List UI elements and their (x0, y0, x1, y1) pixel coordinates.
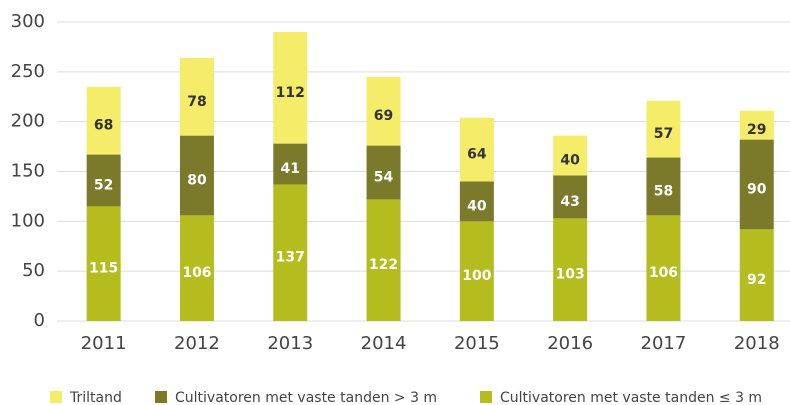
y-tick-label: 100 (11, 210, 45, 231)
value-label: 54 (374, 169, 394, 185)
value-label: 57 (654, 126, 673, 142)
bar-segment (366, 145, 401, 200)
y-tick-label: 150 (11, 161, 45, 182)
bar-segment (739, 139, 774, 230)
value-label: 69 (374, 108, 393, 124)
value-label: 40 (467, 198, 487, 214)
value-label: 100 (462, 268, 491, 284)
bar-segment (86, 206, 121, 321)
value-label: 92 (747, 272, 766, 288)
bar-segment (179, 57, 214, 136)
bar-segment (646, 215, 681, 321)
legend-swatch (155, 391, 167, 403)
value-label: 122 (369, 257, 398, 273)
value-label: 90 (747, 181, 767, 197)
bar-segment (646, 157, 681, 216)
legend-swatch (50, 391, 62, 403)
x-tick-label: 2014 (361, 333, 407, 354)
bar-segment (273, 31, 308, 144)
legend-label: Triltand (69, 390, 122, 405)
y-tick-label: 50 (22, 260, 45, 281)
bar-segment (739, 229, 774, 321)
x-tick-label: 2012 (174, 333, 220, 354)
bar-segment (366, 76, 401, 146)
value-label: 43 (560, 194, 579, 210)
value-label: 106 (649, 265, 678, 281)
value-label: 40 (560, 153, 580, 169)
x-tick-label: 2015 (454, 333, 500, 354)
value-label: 80 (187, 172, 207, 188)
value-label: 137 (276, 250, 305, 266)
bar-segment (179, 215, 214, 321)
bar-segment (553, 218, 588, 321)
x-tick-label: 2016 (547, 333, 593, 354)
bar-segment (273, 184, 308, 321)
value-label: 103 (556, 267, 585, 283)
y-tick-label: 300 (11, 11, 45, 32)
x-tick-label: 2017 (641, 333, 687, 354)
bar-segment (86, 154, 121, 207)
bar-segment (179, 135, 214, 216)
bar-segment (459, 181, 494, 222)
x-tick-label: 2011 (81, 333, 127, 354)
legend-swatch (480, 391, 492, 403)
value-label: 115 (89, 261, 118, 277)
value-label: 64 (467, 147, 487, 163)
x-tick-label: 2018 (734, 333, 780, 354)
value-label: 112 (276, 85, 305, 101)
legend-label: Cultivatoren met vaste tanden ≤ 3 m (500, 390, 762, 405)
y-tick-label: 0 (34, 310, 45, 331)
value-label: 52 (94, 177, 113, 193)
bar-segment (366, 199, 401, 321)
bar-segment (553, 175, 588, 219)
value-label: 68 (94, 118, 113, 134)
value-label: 41 (281, 161, 300, 177)
bar-segment (459, 221, 494, 321)
bar-segment (459, 117, 494, 182)
bar-segment (273, 143, 308, 185)
bar-segment (553, 135, 588, 176)
value-label: 58 (654, 183, 673, 199)
bar-segment (739, 110, 774, 140)
bar-segment (86, 86, 121, 155)
value-label: 106 (182, 265, 211, 281)
value-label: 29 (747, 122, 766, 138)
bar-segment (646, 100, 681, 158)
x-tick-label: 2013 (267, 333, 313, 354)
y-tick-label: 200 (11, 111, 45, 132)
value-label: 78 (187, 94, 206, 110)
legend-label: Cultivatoren met vaste tanden > 3 m (175, 390, 437, 405)
y-tick-label: 250 (11, 61, 45, 82)
